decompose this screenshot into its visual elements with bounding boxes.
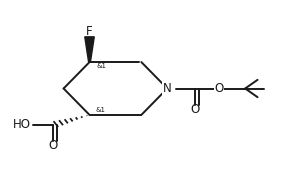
- Text: O: O: [214, 82, 224, 95]
- Text: &1: &1: [97, 63, 107, 69]
- Text: &1: &1: [95, 107, 106, 113]
- Text: O: O: [49, 139, 58, 152]
- Text: F: F: [86, 25, 93, 38]
- Text: O: O: [191, 103, 200, 116]
- Text: HO: HO: [13, 118, 31, 131]
- Text: N: N: [163, 82, 172, 95]
- Polygon shape: [85, 37, 94, 62]
